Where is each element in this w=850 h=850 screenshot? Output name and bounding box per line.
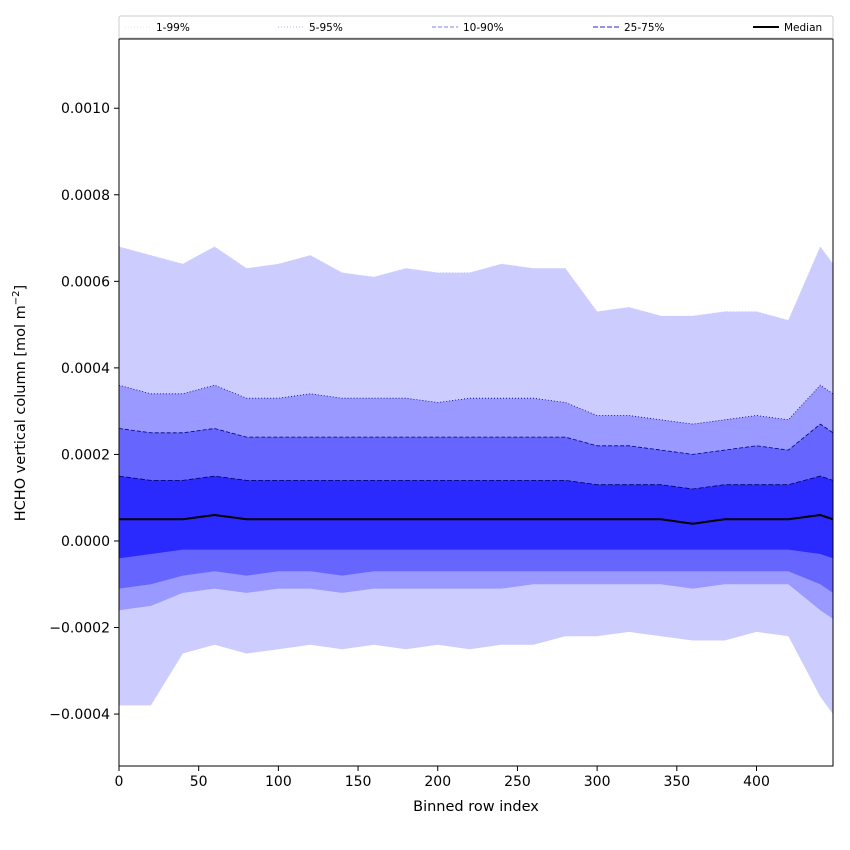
legend-label: 1-99%	[156, 22, 190, 34]
band-upper-line-3	[119, 475, 833, 490]
x-tick-label: 400	[743, 774, 770, 790]
y-tick-label: 0.0010	[61, 101, 110, 117]
x-axis-label: Binned row index	[413, 799, 539, 815]
legend-label: Median	[784, 22, 822, 34]
y-tick-label: −0.0004	[49, 707, 110, 723]
x-tick-label: 200	[424, 774, 451, 790]
y-tick-label: 0.0004	[61, 361, 110, 377]
y-axis-label-close: ]	[13, 285, 29, 291]
y-axis-label-superscript: −2	[11, 290, 22, 305]
y-axis-ticks: −0.0004 −0.0002 0.0000 0.0002 0.0004 0.0006 0.…	[49, 101, 119, 723]
x-axis-ticks: 0 50 100 150 200 250 300 350 400	[115, 766, 770, 790]
y-axis-label: HCHO vertical column [mol m−2]	[11, 285, 29, 521]
plot-area-frame	[118, 38, 834, 767]
median-layer	[119, 514, 833, 525]
legend: 1-99% 5-95% 10-90% 25-75% Median	[118, 15, 834, 39]
legend-frame	[118, 15, 834, 39]
band-upper-line-2	[119, 423, 833, 455]
y-tick-label: 0.0008	[61, 188, 110, 204]
y-tick-label: 0.0000	[61, 534, 110, 550]
y-tick-label: −0.0002	[49, 621, 110, 637]
x-tick-label: 250	[504, 774, 531, 790]
x-tick-label: 50	[190, 774, 208, 790]
x-tick-label: 100	[265, 774, 292, 790]
percentile-bands	[119, 245, 833, 715]
legend-label: 10-90%	[463, 22, 504, 34]
y-tick-label: 0.0002	[61, 447, 110, 463]
x-tick-label: 300	[584, 774, 611, 790]
y-tick-label: 0.0006	[61, 274, 110, 290]
x-tick-label: 0	[115, 774, 124, 790]
band-area-3	[119, 476, 833, 559]
y-axis-label-main: HCHO vertical column [mol m	[13, 305, 29, 521]
band-upper-line-1	[119, 384, 833, 425]
legend-label: 25-75%	[624, 22, 665, 34]
legend-label: 5-95%	[309, 22, 343, 34]
x-tick-label: 350	[663, 774, 690, 790]
x-tick-label: 150	[345, 774, 372, 790]
median-line	[119, 514, 833, 525]
legend-items: 1-99% 5-95% 10-90% 25-75% Median	[125, 22, 822, 34]
